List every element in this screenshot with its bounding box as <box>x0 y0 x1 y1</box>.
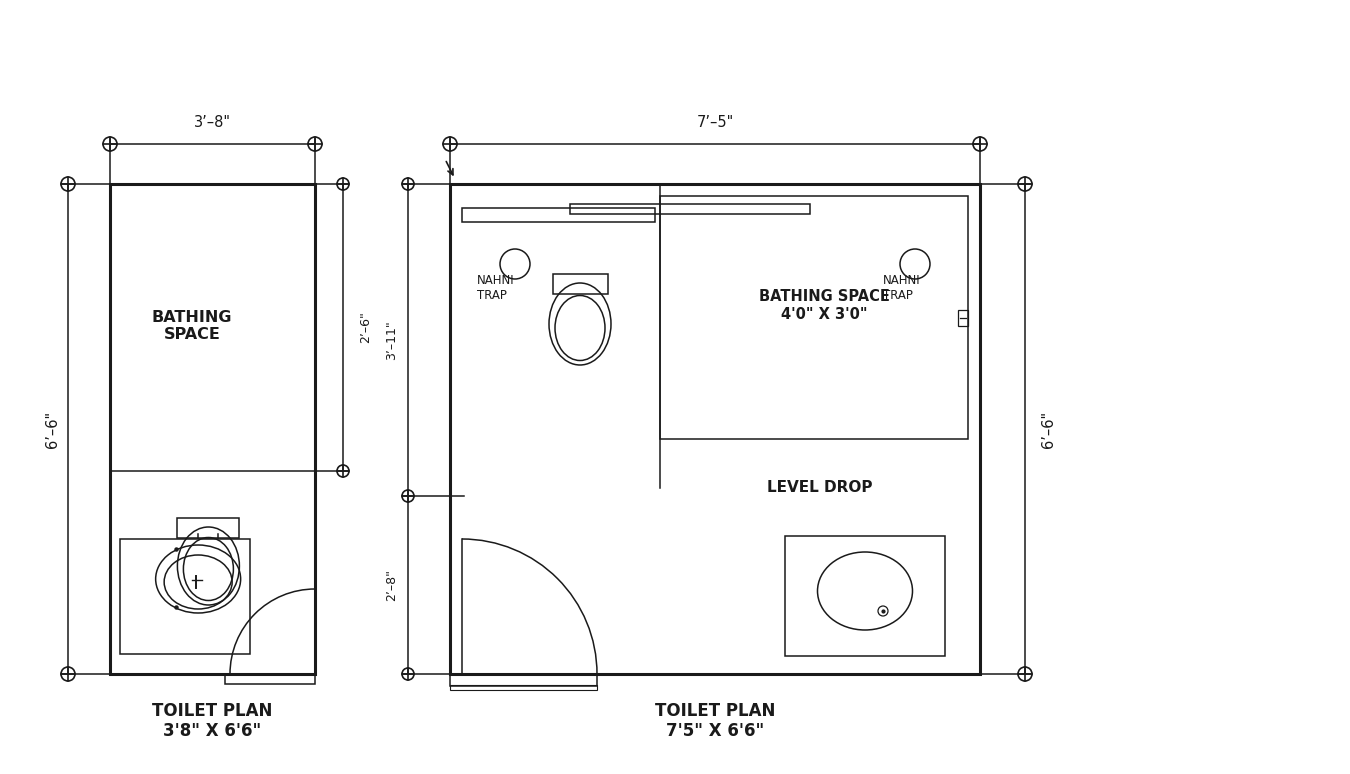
Bar <box>784 536 945 656</box>
Bar <box>958 310 968 326</box>
Bar <box>450 685 597 690</box>
Bar <box>660 196 968 439</box>
Bar <box>120 539 250 654</box>
Bar <box>109 184 315 674</box>
Bar <box>450 674 597 686</box>
Text: 3’–8": 3’–8" <box>194 115 231 130</box>
Bar <box>177 518 239 538</box>
Text: 3’–11": 3’–11" <box>386 320 398 360</box>
Bar <box>570 204 810 214</box>
Text: 2’–8": 2’–8" <box>386 569 398 601</box>
Text: TOILET PLAN: TOILET PLAN <box>655 702 775 720</box>
Text: TOILET PLAN: TOILET PLAN <box>153 702 273 720</box>
Bar <box>462 208 655 222</box>
Bar <box>225 674 315 684</box>
Text: 6’–6": 6’–6" <box>45 410 59 447</box>
Bar <box>552 274 608 294</box>
Text: BATHING
SPACE: BATHING SPACE <box>151 310 232 342</box>
Text: 3'8" X 6'6": 3'8" X 6'6" <box>163 722 262 740</box>
Text: BATHING SPACE
4'0" X 3'0": BATHING SPACE 4'0" X 3'0" <box>759 289 890 321</box>
Text: 7'5" X 6'6": 7'5" X 6'6" <box>666 722 764 740</box>
Bar <box>450 184 980 674</box>
Text: NAHNI
TRAP: NAHNI TRAP <box>883 274 921 302</box>
Text: 2’–6": 2’–6" <box>359 312 373 344</box>
Text: LEVEL DROP: LEVEL DROP <box>767 481 872 495</box>
Text: NAHNI
TRAP: NAHNI TRAP <box>477 274 514 302</box>
Text: 7’–5": 7’–5" <box>697 115 733 130</box>
Text: 6’–6": 6’–6" <box>1041 410 1056 447</box>
